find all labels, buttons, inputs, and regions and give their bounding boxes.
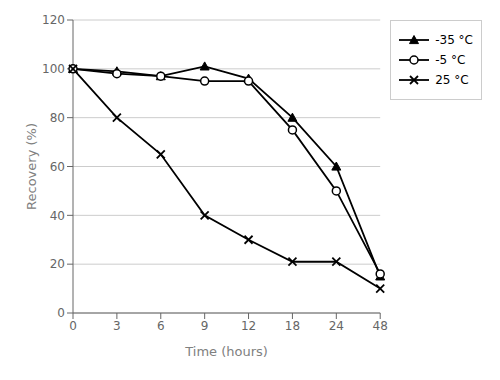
html-text:-5 °C: -5 °C xyxy=(435,53,466,67)
html-text:25 °C: 25 °C xyxy=(435,73,469,87)
svg-text:0: 0 xyxy=(57,306,65,320)
svg-text:3: 3 xyxy=(113,319,121,333)
svg-text:0: 0 xyxy=(69,319,77,333)
svg-text:48: 48 xyxy=(373,319,388,333)
svg-text:20: 20 xyxy=(50,257,65,271)
svg-text:40: 40 xyxy=(50,209,65,223)
svg-text:Recovery (%): Recovery (%) xyxy=(24,123,39,210)
svg-text:100: 100 xyxy=(42,62,65,76)
svg-text:6: 6 xyxy=(157,319,165,333)
svg-text:24: 24 xyxy=(329,319,344,333)
html-text:-35 °C: -35 °C xyxy=(435,33,473,47)
svg-text:18: 18 xyxy=(285,319,300,333)
svg-text:12: 12 xyxy=(241,319,256,333)
svg-text:9: 9 xyxy=(201,319,209,333)
svg-text:Time (hours): Time (hours) xyxy=(184,344,268,359)
svg-text:120: 120 xyxy=(42,13,65,27)
svg-text:80: 80 xyxy=(50,111,65,125)
svg-text:60: 60 xyxy=(50,160,65,174)
